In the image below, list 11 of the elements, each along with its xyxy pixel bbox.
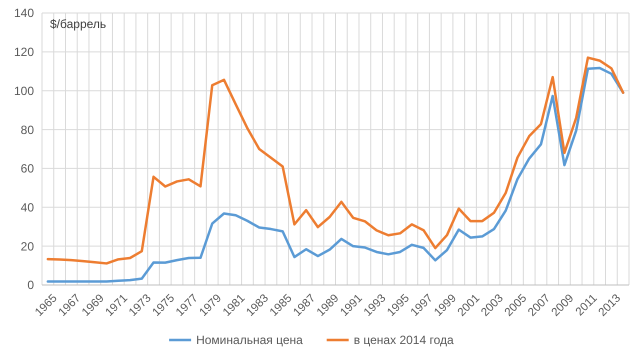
y-tick-label: 0 xyxy=(27,278,34,292)
y-axis-title: $/баррель xyxy=(50,17,106,31)
y-tick-label: 60 xyxy=(20,162,34,176)
y-tick-label: 100 xyxy=(14,84,34,98)
y-tick-label: 40 xyxy=(20,200,34,214)
legend-label: Номинальная цена xyxy=(196,333,304,348)
legend-label: в ценах 2014 года xyxy=(354,333,454,348)
y-tick-label: 20 xyxy=(20,239,34,254)
y-tick-label: 120 xyxy=(14,45,34,60)
y-tick-label: 80 xyxy=(20,122,34,137)
y-tick-label: 140 xyxy=(14,6,34,20)
